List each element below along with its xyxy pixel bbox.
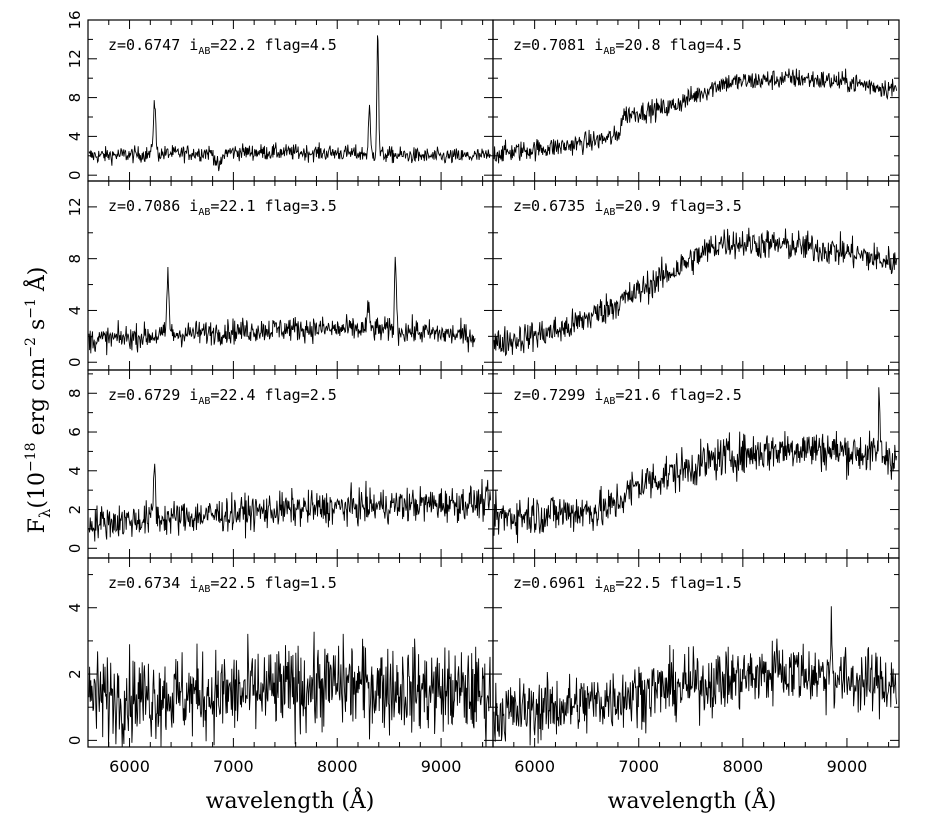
y-tick-label: 0 <box>66 736 84 746</box>
y-tick-label: 2 <box>66 505 84 515</box>
panel-7: 0 2 4 z=0.6734 iAB=22.5 flag=1.5 6000 7000 800… <box>66 557 494 776</box>
panel-6: z=0.7299 iAB=21.6 flag=2.5 <box>492 369 900 559</box>
x-tick-label: 8000 <box>317 757 358 776</box>
spectrum-line <box>493 606 898 746</box>
y-tick-label: 12 <box>66 197 84 216</box>
spectrum-line <box>493 387 898 544</box>
panel-3: 0 4 8 12 z=0.7086 iAB=22.1 flag=3.5 <box>66 180 494 371</box>
x-tick-label: 9000 <box>827 757 868 776</box>
y-tick-label: 8 <box>66 93 84 103</box>
x-tick-label: 7000 <box>213 757 254 776</box>
panel-annotation: z=0.7086 iAB=22.1 flag=3.5 <box>108 197 337 218</box>
y-tick-label: 0 <box>66 544 84 554</box>
panel-4: z=0.6735 iAB=20.9 flag=3.5 <box>492 180 900 371</box>
panel-annotation: z=0.6735 iAB=20.9 flag=3.5 <box>513 197 742 218</box>
panel-annotation: z=0.6747 iAB=22.2 flag=4.5 <box>108 36 337 57</box>
x-tick-label: 6000 <box>109 757 150 776</box>
y-tick-label: 6 <box>66 427 84 437</box>
x-axis-label-left: wavelength (Å) <box>206 786 375 814</box>
panel-annotation: z=0.6729 iAB=22.4 flag=2.5 <box>108 386 337 407</box>
y-tick-label: 4 <box>66 132 84 142</box>
spectrum-line <box>88 35 491 172</box>
spectrum-line <box>88 631 492 748</box>
panel-5: 0 2 4 6 8 z=0.6729 iAB=22.4 flag=2.5 <box>66 369 494 559</box>
y-tick-label: 16 <box>66 10 84 29</box>
y-tick-label: 8 <box>66 254 84 264</box>
spectrum-line <box>88 463 492 542</box>
panels: 0 4 8 12 16 z=0.6747 iAB=22.2 flag=4.5 z=0.708… <box>66 10 900 776</box>
y-tick-label: 4 <box>66 466 84 476</box>
panel-1: 0 4 8 12 16 z=0.6747 iAB=22.2 flag=4.5 <box>66 10 494 182</box>
spectrum-line <box>88 256 476 356</box>
y-tick-label: 12 <box>66 49 84 68</box>
y-tick-label: 8 <box>66 388 84 398</box>
panel-annotation: z=0.6734 iAB=22.5 flag=1.5 <box>108 574 337 595</box>
y-tick-label: 4 <box>66 603 84 613</box>
panel-frame <box>492 557 900 748</box>
panel-2: z=0.7081 iAB=20.8 flag=4.5 <box>492 19 900 182</box>
panel-8: z=0.6961 iAB=22.5 flag=1.5 6000 7000 8000 90… <box>492 557 900 776</box>
spectrum-line <box>493 68 898 164</box>
panel-annotation: z=0.7081 iAB=20.8 flag=4.5 <box>513 36 742 57</box>
y-tick-label: 0 <box>66 357 84 367</box>
panel-annotation: z=0.6961 iAB=22.5 flag=1.5 <box>513 574 742 595</box>
x-tick-label: 8000 <box>722 757 763 776</box>
x-axis-label-right: wavelength (Å) <box>608 786 777 814</box>
panel-annotation: z=0.7299 iAB=21.6 flag=2.5 <box>513 386 742 407</box>
y-tick-label: 4 <box>66 306 84 316</box>
y-tick-label: 2 <box>66 669 84 679</box>
spectrum-line <box>493 227 898 357</box>
y-tick-label: 0 <box>66 170 84 180</box>
y-axis-label: Fλ(10−18 erg cm−2 s−1 Å) <box>22 267 54 534</box>
x-tick-label: 7000 <box>618 757 659 776</box>
x-tick-label: 9000 <box>421 757 462 776</box>
x-tick-label: 6000 <box>514 757 555 776</box>
